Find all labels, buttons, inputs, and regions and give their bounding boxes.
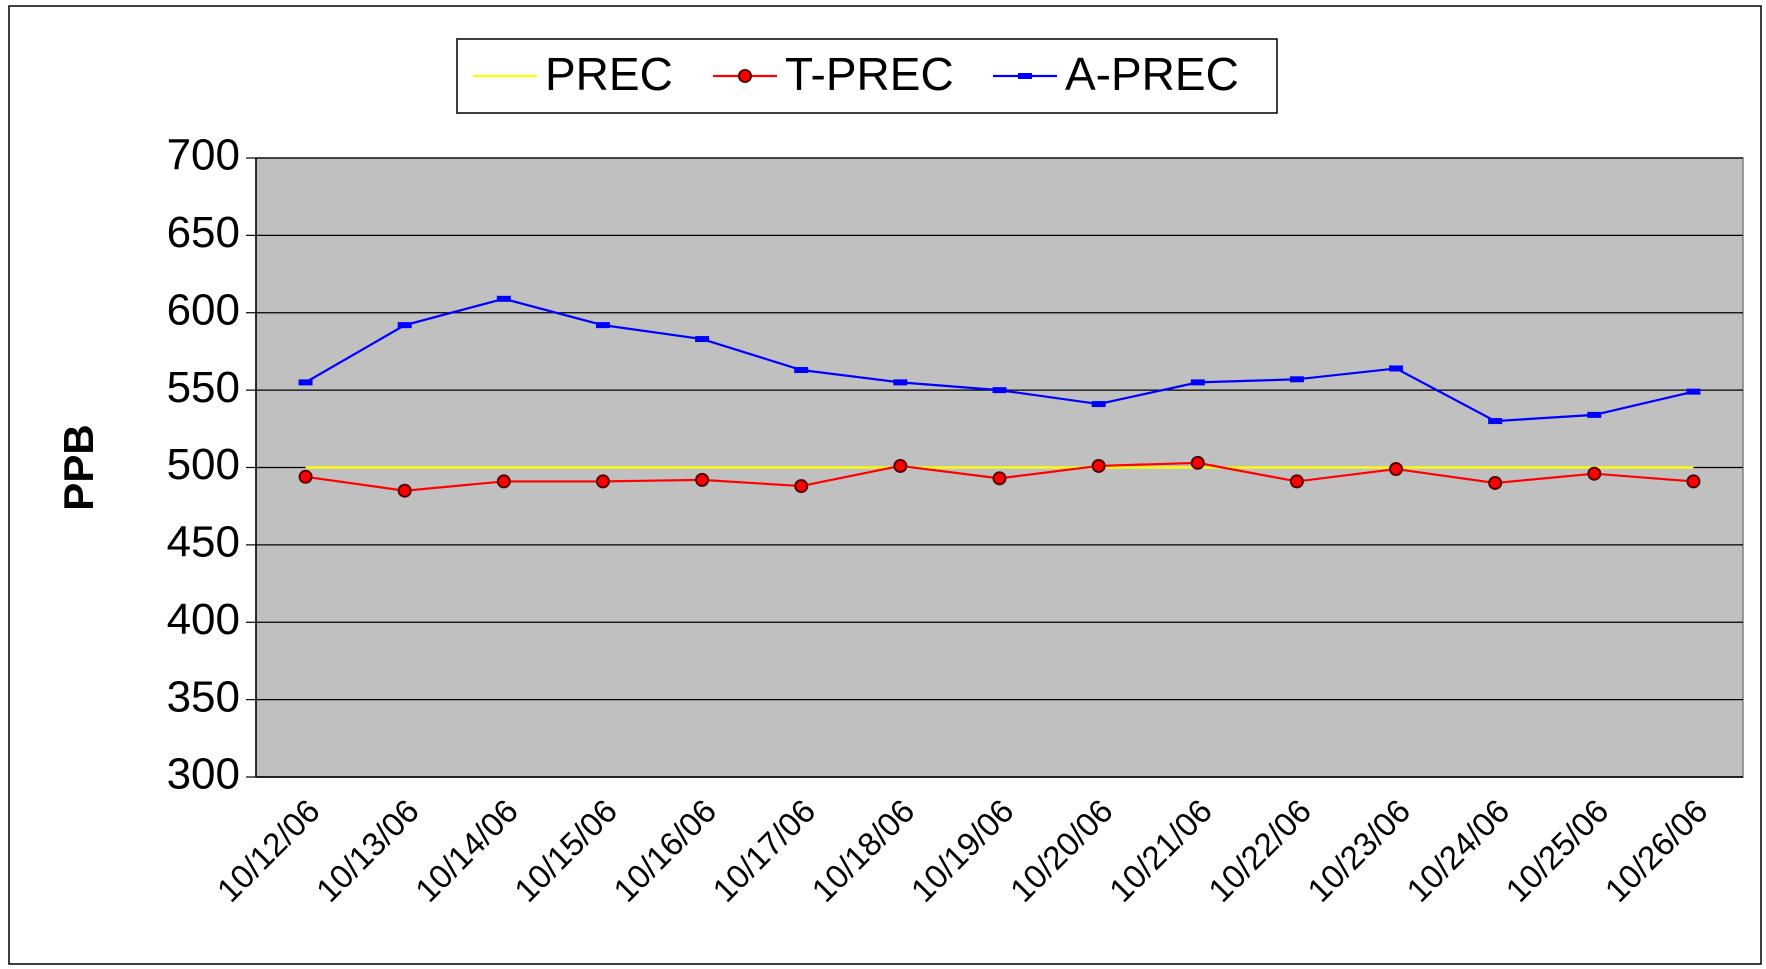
legend-marker <box>1018 73 1032 79</box>
line-point <box>1389 462 1404 477</box>
line-point <box>1587 411 1602 418</box>
line-point <box>1587 466 1602 481</box>
line-point <box>1091 458 1106 473</box>
line-point <box>794 479 809 494</box>
line-point <box>298 469 313 484</box>
line-point <box>1289 474 1304 489</box>
line-point <box>893 379 908 386</box>
line-point <box>595 322 610 329</box>
y-tick-label: 650 <box>167 208 240 257</box>
line-point <box>992 471 1007 486</box>
line-point <box>1488 418 1503 425</box>
legend-box <box>456 38 1278 114</box>
line-point <box>992 387 1007 394</box>
y-tick-label: 350 <box>167 672 240 721</box>
y-tick-label: 300 <box>167 750 240 799</box>
y-tick-label: 400 <box>167 595 240 644</box>
y-tick-label: 500 <box>167 440 240 489</box>
line-point <box>397 483 412 498</box>
line-point <box>695 336 710 343</box>
line-point <box>397 322 412 329</box>
y-tick-label: 700 <box>167 131 240 180</box>
line-point <box>1686 388 1701 395</box>
line-point <box>695 472 710 487</box>
line-point <box>1289 376 1304 383</box>
line-point <box>1190 455 1205 470</box>
legend-label: T-PREC <box>785 48 954 100</box>
legend-marker <box>738 69 752 83</box>
line-point <box>595 474 610 489</box>
legend-label: A-PREC <box>1065 48 1239 100</box>
line-point <box>298 379 313 386</box>
y-tick-label: 550 <box>167 363 240 412</box>
line-point <box>794 367 809 374</box>
y-tick-label: 600 <box>167 285 240 334</box>
line-point <box>496 295 511 302</box>
y-axis-label: PPB <box>55 424 102 510</box>
line-point <box>1686 474 1701 489</box>
line-point <box>1190 379 1205 386</box>
legend-label: PREC <box>545 48 673 100</box>
line-point <box>1389 365 1404 372</box>
line-point <box>1488 475 1503 490</box>
line-point <box>893 458 908 473</box>
line-point <box>1091 401 1106 408</box>
line-point <box>496 474 511 489</box>
y-tick-label: 450 <box>167 518 240 567</box>
